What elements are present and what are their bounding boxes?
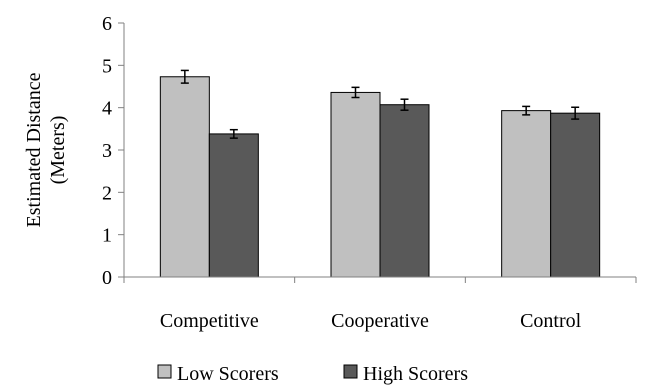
x-category-label: Control [520,310,582,332]
legend-item: High Scorers [343,363,468,385]
plot-area [159,69,601,278]
legend-swatch [343,364,358,379]
legend-item: Low Scorers [157,363,279,385]
y-axis-title-line-2: (Meters) [47,116,69,185]
y-tick-label: 6 [102,13,112,35]
legend-swatch [157,364,172,379]
y-tick-label: 1 [102,225,112,247]
x-category-label: Competitive [160,310,259,332]
bar-high-scorers [208,133,259,278]
y-tick-label: 2 [102,182,112,204]
legend: Low Scorers High Scorers [157,363,468,385]
legend-label: High Scorers [363,363,468,385]
x-axis: Competitive Cooperative Control [123,276,637,332]
y-axis-title: Estimated Distance (Meters) [23,72,69,227]
bar-low-scorers [330,91,381,278]
y-tick-label: 5 [102,55,112,77]
bar-low-scorers [159,76,210,278]
y-axis-title-line-1: Estimated Distance [23,72,45,227]
x-category-label: Cooperative [331,310,429,332]
bar-high-scorers [379,104,430,278]
y-tick-label: 0 [102,267,112,289]
y-axis: 0 1 2 3 4 5 6 [102,13,125,289]
legend-label: Low Scorers [177,363,279,385]
y-tick-label: 3 [102,140,112,162]
y-tick-label: 4 [102,98,112,120]
bar-high-scorers [550,112,601,278]
bar-low-scorers [501,110,552,278]
